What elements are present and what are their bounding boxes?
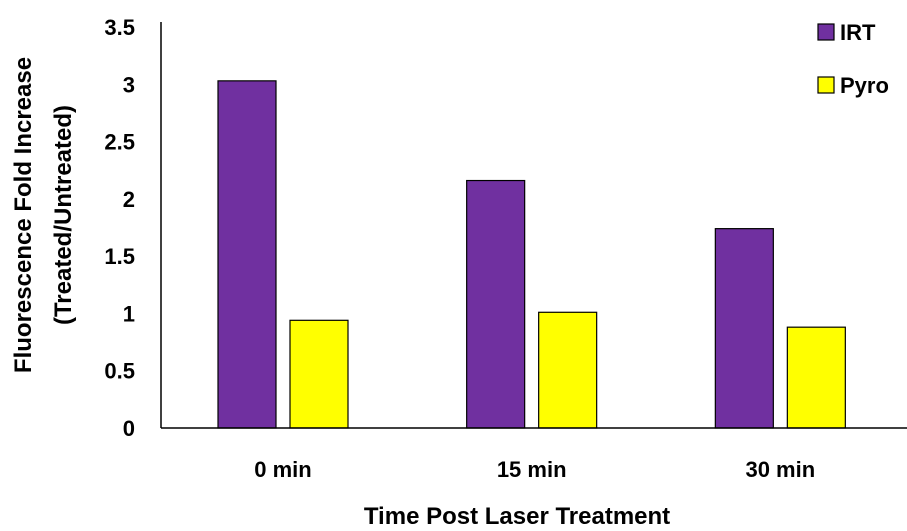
y-tick-label: 2 — [123, 187, 135, 212]
legend: IRT Pyro — [817, 20, 889, 98]
y-axis-title-line-2: (Treated/Untreated) — [50, 105, 77, 325]
x-tick-label: 0 min — [254, 457, 311, 482]
bar-irt-1 — [466, 179, 526, 429]
legend-label-irt: IRT — [840, 20, 876, 45]
legend-label-pyro: Pyro — [840, 73, 889, 98]
y-tick-label: 1 — [123, 301, 135, 326]
y-tick-label: 3.5 — [104, 15, 135, 40]
x-tick-label: 15 min — [497, 457, 567, 482]
y-tick-label: 0.5 — [104, 359, 135, 384]
y-axis-title: Fluorescence Fold Increase (Treated/Untr… — [10, 57, 77, 373]
bars — [217, 80, 846, 429]
y-axis-title-line-1: Fluorescence Fold Increase — [10, 57, 37, 373]
bar-pyro-0 — [289, 319, 349, 429]
y-tick-label: 2.5 — [104, 130, 135, 155]
legend-swatch-pyro — [817, 76, 835, 94]
y-tick-label: 3 — [123, 72, 135, 97]
legend-swatch-irt — [817, 23, 835, 41]
bar-pyro-2 — [786, 326, 846, 429]
x-axis-ticks: 0 min 15 min 30 min — [254, 457, 815, 482]
x-axis-title: Time Post Laser Treatment — [364, 503, 670, 530]
y-tick-label: 1.5 — [104, 244, 135, 269]
bar-irt-0 — [217, 80, 277, 429]
bar-pyro-1 — [538, 311, 598, 429]
y-tick-label: 0 — [123, 416, 135, 441]
x-tick-label: 30 min — [745, 457, 815, 482]
y-axis-ticks: 0 0.5 1 1.5 2 2.5 3 3.5 — [104, 15, 135, 441]
bar-irt-2 — [714, 228, 774, 429]
